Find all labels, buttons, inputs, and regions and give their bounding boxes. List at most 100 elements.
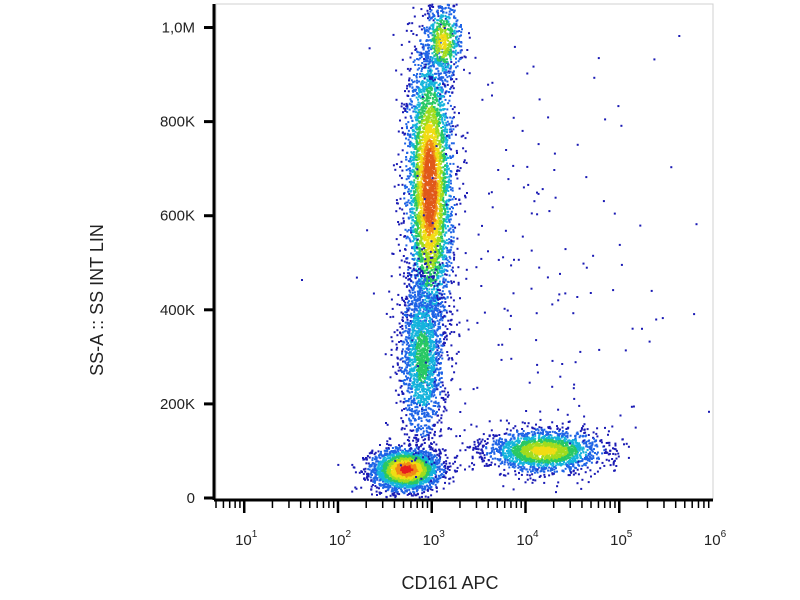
data-point (400, 259, 403, 262)
data-point (445, 121, 448, 124)
data-point (418, 67, 421, 70)
data-point (434, 253, 437, 256)
data-point (450, 142, 453, 145)
data-point (435, 461, 438, 464)
data-point (383, 478, 386, 481)
data-point (392, 494, 395, 497)
data-point (371, 462, 374, 464)
data-point (441, 79, 444, 82)
data-point (412, 190, 415, 193)
data-point (450, 210, 453, 213)
data-point (408, 77, 411, 80)
data-point (409, 135, 412, 138)
data-point (401, 466, 403, 469)
data-point (402, 454, 405, 457)
data-point (403, 442, 406, 445)
data-point (383, 483, 386, 486)
data-point (449, 173, 452, 176)
data-point (446, 172, 449, 175)
data-point (428, 169, 431, 172)
data-point (423, 473, 426, 476)
data-point (422, 237, 425, 240)
data-point (458, 169, 461, 172)
data-point (439, 275, 442, 278)
data-point (421, 73, 424, 75)
data-point (375, 470, 378, 473)
data-point (419, 474, 422, 477)
data-point (400, 465, 403, 468)
data-point (406, 87, 408, 90)
data-point (377, 470, 380, 473)
data-point (444, 476, 447, 479)
data-point (402, 360, 405, 363)
data-point (424, 286, 427, 289)
data-point (374, 456, 377, 459)
data-point (427, 184, 430, 187)
data-point (375, 460, 378, 463)
data-point (387, 443, 390, 446)
data-point (416, 247, 419, 250)
data-point (397, 477, 400, 480)
data-point (436, 282, 439, 285)
data-point (418, 175, 421, 178)
data-point (414, 183, 417, 186)
data-point (427, 114, 430, 117)
data-point (408, 40, 411, 43)
data-point (434, 199, 437, 202)
data-point (399, 119, 401, 122)
data-point (418, 146, 421, 149)
data-point (435, 207, 438, 210)
data-point (383, 475, 386, 478)
data-point (373, 458, 376, 461)
data-point (425, 130, 428, 133)
data-point (420, 121, 423, 124)
data-point (452, 116, 455, 119)
data-point (391, 252, 394, 255)
data-point (394, 486, 396, 489)
data-point (388, 454, 391, 457)
data-point (444, 213, 447, 216)
data-point (440, 189, 443, 192)
data-point (442, 138, 445, 141)
data-point (425, 450, 428, 453)
data-point (427, 231, 430, 234)
data-point (452, 228, 455, 231)
data-point (438, 73, 441, 75)
data-point (407, 486, 410, 489)
data-point (367, 462, 370, 465)
data-point (371, 450, 374, 453)
data-point (451, 266, 454, 269)
data-point (400, 454, 403, 457)
data-point (402, 482, 405, 485)
data-point (434, 90, 437, 92)
data-point (420, 212, 423, 215)
data-point (390, 471, 393, 474)
data-point (440, 23, 442, 26)
data-point (411, 484, 414, 487)
data-point (404, 248, 407, 251)
data-point (416, 68, 419, 71)
data-point (396, 467, 399, 470)
data-point (402, 217, 405, 220)
data-point (358, 471, 361, 474)
data-point (400, 458, 403, 461)
data-point (401, 483, 404, 486)
data-point (379, 461, 382, 464)
data-point (434, 142, 437, 144)
data-point (386, 448, 389, 451)
data-point (401, 476, 404, 479)
data-point (369, 476, 372, 479)
data-point (413, 482, 416, 485)
data-point (393, 185, 396, 188)
data-point (417, 251, 420, 254)
data-point (426, 230, 429, 233)
data-point (392, 471, 395, 474)
data-point (423, 454, 426, 457)
data-point (393, 469, 396, 472)
data-point (431, 208, 434, 211)
data-point (439, 452, 442, 455)
data-point (452, 462, 455, 465)
data-point (446, 162, 448, 165)
data-point (444, 66, 447, 69)
data-point (436, 95, 439, 98)
